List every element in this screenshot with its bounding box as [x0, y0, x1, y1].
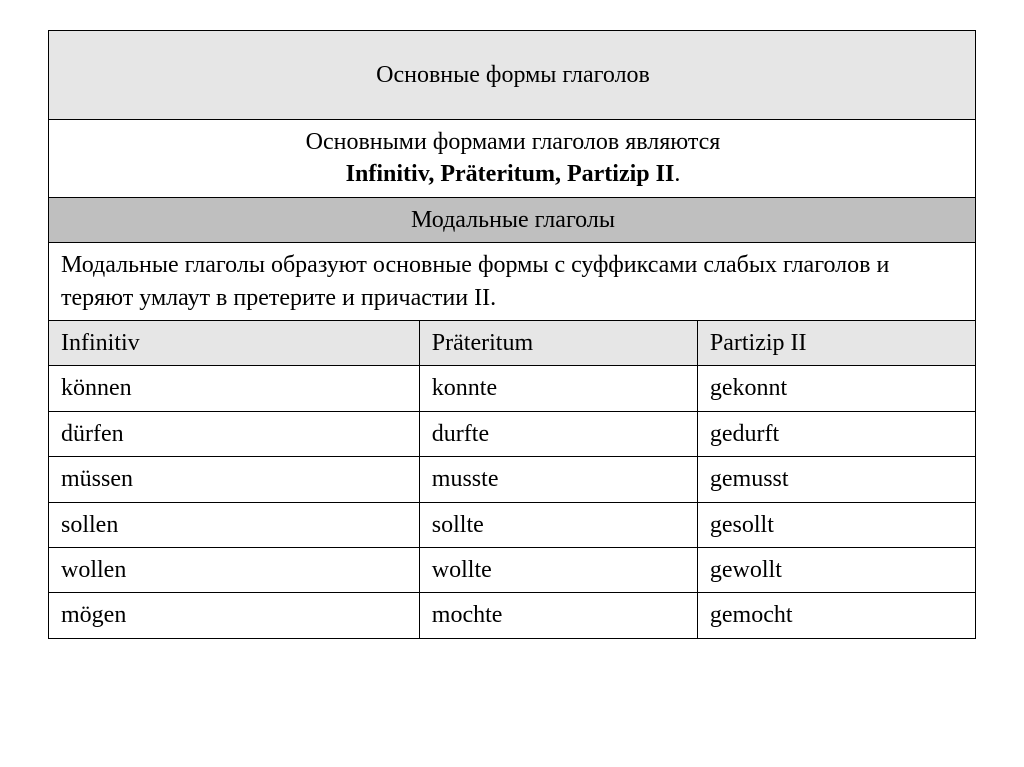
cell-partizip2: gekonnt: [697, 366, 975, 411]
title-row: Основные формы глаголов: [49, 31, 976, 120]
cell-partizip2: gemocht: [697, 593, 975, 638]
intro-line2-bold: Infinitiv, Präteritum, Partizip II: [346, 161, 675, 187]
cell-partizip2: gedurft: [697, 411, 975, 456]
subheader-cell: Модальные глаголы: [49, 197, 976, 242]
cell-praeteritum: durfte: [419, 411, 697, 456]
description-row: Модальные глаголы образуют основные форм…: [49, 243, 976, 321]
intro-line2-tail: .: [674, 161, 680, 187]
cell-praeteritum: wollte: [419, 547, 697, 592]
intro-row: Основными формами глаголов являются Infi…: [49, 120, 976, 198]
table-row: können konnte gekonnt: [49, 366, 976, 411]
cell-praeteritum: konnte: [419, 366, 697, 411]
col-header-partizip2: Partizip II: [697, 320, 975, 365]
col-header-praeteritum: Präteritum: [419, 320, 697, 365]
column-headers-row: Infinitiv Präteritum Partizip II: [49, 320, 976, 365]
col-header-infinitiv: Infinitiv: [49, 320, 420, 365]
subheader-text: Модальные глаголы: [411, 207, 615, 233]
description-text: Модальные глаголы образуют основные форм…: [61, 252, 889, 310]
cell-praeteritum: musste: [419, 457, 697, 502]
cell-infinitiv: können: [49, 366, 420, 411]
table-title: Основные формы глаголов: [49, 31, 976, 120]
cell-infinitiv: sollen: [49, 502, 420, 547]
cell-infinitiv: dürfen: [49, 411, 420, 456]
intro-line1: Основными формами глаголов являются: [306, 129, 721, 155]
cell-partizip2: gesollt: [697, 502, 975, 547]
cell-infinitiv: wollen: [49, 547, 420, 592]
subheader-row: Модальные глаголы: [49, 197, 976, 242]
cell-partizip2: gemusst: [697, 457, 975, 502]
table-row: sollen sollte gesollt: [49, 502, 976, 547]
cell-infinitiv: müssen: [49, 457, 420, 502]
cell-infinitiv: mögen: [49, 593, 420, 638]
table-row: dürfen durfte gedurft: [49, 411, 976, 456]
cell-praeteritum: mochte: [419, 593, 697, 638]
table-row: wollen wollte gewollt: [49, 547, 976, 592]
cell-praeteritum: sollte: [419, 502, 697, 547]
title-text: Основные формы глаголов: [376, 62, 650, 88]
verb-forms-table: Основные формы глаголов Основными формам…: [48, 30, 976, 639]
intro-cell: Основными формами глаголов являются Infi…: [49, 120, 976, 198]
description-cell: Модальные глаголы образуют основные форм…: [49, 243, 976, 321]
table-row: mögen mochte gemocht: [49, 593, 976, 638]
cell-partizip2: gewollt: [697, 547, 975, 592]
table-row: müssen musste gemusst: [49, 457, 976, 502]
